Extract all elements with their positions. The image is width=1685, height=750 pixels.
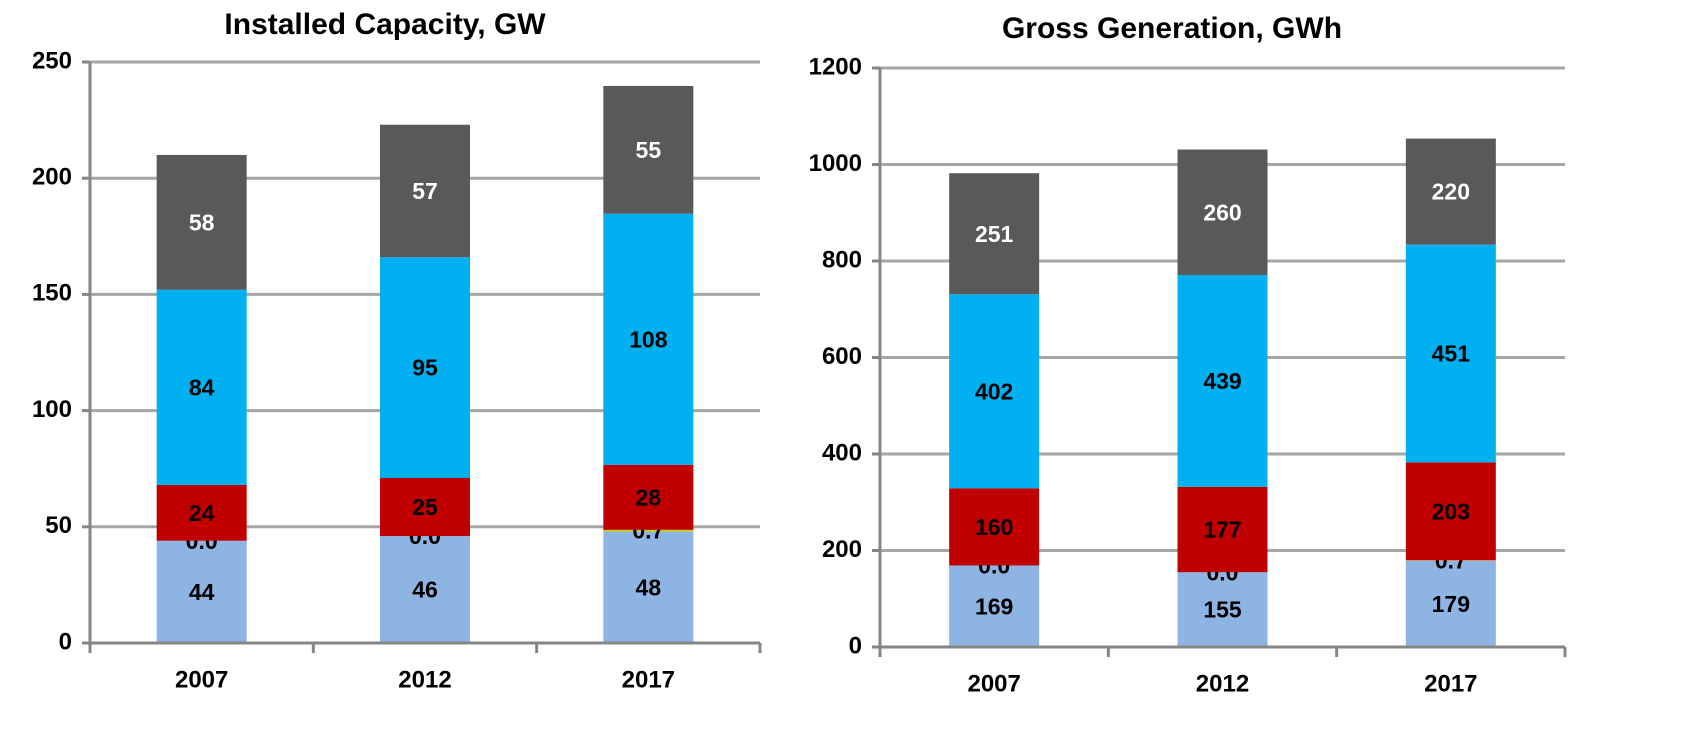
x-tick-label: 2017 xyxy=(1424,670,1477,697)
data-label: 44 xyxy=(189,579,215,605)
chart-title: Gross Generation, GWh xyxy=(1002,12,1342,45)
data-label: 439 xyxy=(1203,368,1241,394)
data-label: 84 xyxy=(189,374,215,400)
y-tick-label: 200 xyxy=(32,164,72,191)
bar-segment xyxy=(603,85,694,214)
y-tick-label: 250 xyxy=(32,47,72,74)
y-tick-label: 200 xyxy=(822,536,862,563)
data-label: 220 xyxy=(1432,179,1470,205)
bar-segment xyxy=(1405,560,1496,647)
data-label: 251 xyxy=(975,221,1014,247)
bar-segment xyxy=(380,536,470,643)
data-label: 155 xyxy=(1203,597,1242,623)
bar-segment xyxy=(949,173,1040,295)
bar-segment xyxy=(603,213,694,465)
bar-segment xyxy=(1177,274,1268,487)
data-label: 24 xyxy=(189,500,215,526)
data-label: 177 xyxy=(1203,517,1241,543)
data-label: 55 xyxy=(636,137,662,163)
bar-segment xyxy=(156,540,247,643)
bar-segment xyxy=(156,154,247,290)
bar-segment xyxy=(1177,149,1268,275)
bar-segment xyxy=(949,565,1040,647)
bar-segment xyxy=(603,531,694,643)
data-label: 58 xyxy=(189,209,215,235)
bar-segment xyxy=(380,477,470,537)
data-label: 402 xyxy=(975,378,1013,404)
y-tick-label: 50 xyxy=(45,512,72,539)
bar-segment xyxy=(603,529,694,532)
data-label: 203 xyxy=(1432,498,1470,524)
data-label: 169 xyxy=(975,593,1013,619)
y-tick-label: 400 xyxy=(822,439,862,466)
bar-segment xyxy=(156,289,247,485)
y-tick-label: 800 xyxy=(822,246,862,273)
data-label: 179 xyxy=(1432,591,1470,617)
data-label: 160 xyxy=(975,514,1013,540)
data-label: 451 xyxy=(1432,341,1471,367)
bar-segment xyxy=(156,484,247,541)
bar-segment xyxy=(1177,572,1268,647)
y-tick-label: 0 xyxy=(849,632,862,659)
bar-segment xyxy=(1405,138,1496,245)
bar-segment xyxy=(1405,462,1496,561)
y-tick-label: 150 xyxy=(32,280,72,307)
bar-segment xyxy=(1405,244,1496,463)
x-tick-label: 2007 xyxy=(175,666,228,693)
chart-title: Installed Capacity, GW xyxy=(224,8,546,41)
bar-segment xyxy=(949,294,1040,489)
bar-segment xyxy=(380,257,470,478)
y-tick-label: 1000 xyxy=(809,150,862,177)
bar-segment xyxy=(603,464,694,530)
y-tick-label: 0 xyxy=(59,628,72,655)
data-label: 25 xyxy=(412,494,438,520)
data-label: 48 xyxy=(636,574,662,600)
data-label: 108 xyxy=(629,326,668,352)
data-label: 57 xyxy=(412,178,438,204)
bar-segment xyxy=(380,124,470,258)
data-label: 46 xyxy=(412,577,438,603)
data-label: 95 xyxy=(412,355,438,381)
y-tick-label: 1200 xyxy=(809,53,862,80)
x-tick-label: 2012 xyxy=(398,666,451,693)
x-tick-label: 2007 xyxy=(967,670,1020,697)
x-tick-label: 2017 xyxy=(622,666,675,693)
data-label: 28 xyxy=(636,484,662,510)
x-tick-label: 2012 xyxy=(1196,670,1249,697)
bar-segment xyxy=(949,488,1040,566)
y-tick-label: 600 xyxy=(822,343,862,370)
y-tick-label: 100 xyxy=(32,396,72,423)
bar-segment xyxy=(1177,486,1268,573)
data-label: 260 xyxy=(1203,199,1241,225)
